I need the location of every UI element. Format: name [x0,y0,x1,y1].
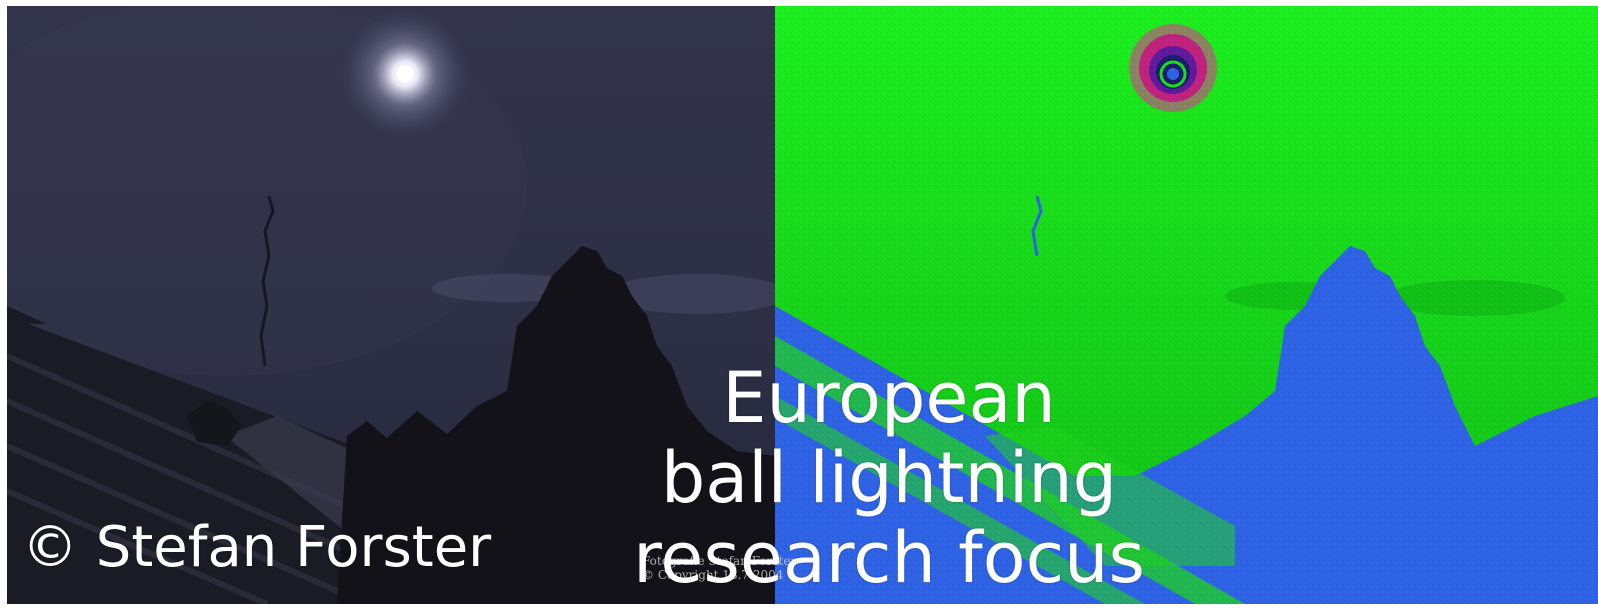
title-caption: European ball lightning research focus [600,358,1178,598]
title-line-1: European [722,357,1056,439]
moon [396,65,414,83]
copyright-caption: © Stefan Forster [22,515,492,580]
false-color-panel [775,6,1598,604]
watermark-line-1: Fotografie Stefan Forster [642,554,797,568]
antenna [259,195,275,367]
tree-silhouette [337,246,775,604]
title-line-3: research focus [633,517,1145,599]
false-color-image [775,6,1598,604]
photo-composite [7,6,1598,604]
title-line-2: ball lightning [660,437,1118,519]
photo-watermark: Fotografie Stefan Forster © Copyright 18… [642,554,796,582]
night-photo-panel [7,6,775,604]
night-photo [7,6,775,604]
watermark-line-2: © Copyright 18.7.2004 [642,568,784,582]
